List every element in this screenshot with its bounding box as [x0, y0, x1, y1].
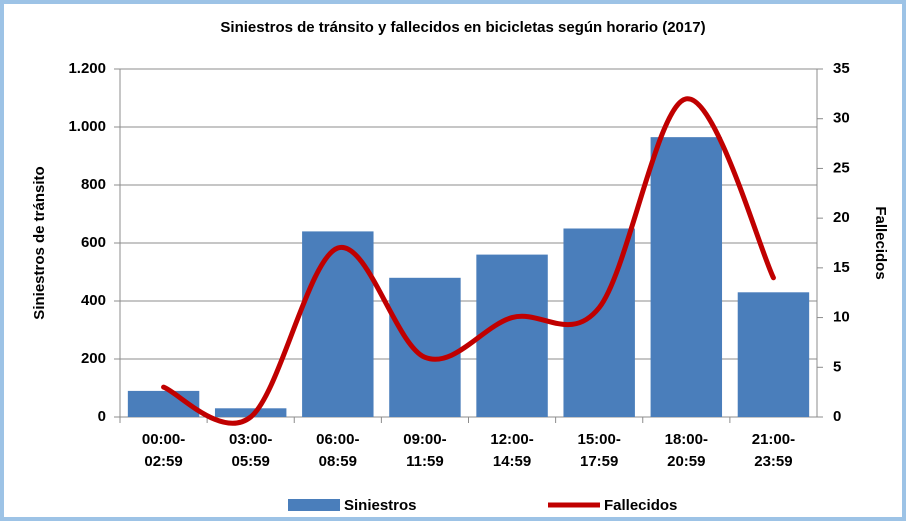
y-tick-label: 400 [81, 292, 106, 309]
x-tick-label: 12:00- 14:59 [490, 431, 534, 470]
x-tick-label: 06:00- 08:59 [316, 431, 360, 470]
x-tick-label: 09:00- 11:59 [403, 431, 447, 470]
bar [650, 137, 723, 417]
y-tick-label: 0 [98, 408, 106, 425]
line [161, 96, 776, 426]
y2-tick-label: 20 [833, 209, 850, 226]
legend-label: Fallecidos [604, 497, 677, 514]
y2-tick-label: 35 [833, 60, 850, 77]
x-tick-label: 03:00- 05:59 [229, 431, 273, 470]
bar [389, 277, 461, 417]
y2-tick-label: 5 [833, 358, 841, 375]
x-tick-label: 15:00- 17:59 [577, 431, 621, 470]
chart-title: Siniestros de tránsito y fallecidos en b… [220, 19, 705, 36]
y-tick-label: 1.200 [68, 60, 106, 77]
bar [214, 408, 287, 417]
y-axis-label: Siniestros de tránsito [31, 166, 48, 319]
bar [302, 231, 374, 417]
y-tick-label: 1.000 [68, 118, 106, 135]
x-tick-label: 00:00- 02:59 [141, 431, 186, 470]
x-tick-label: 18:00- 20:59 [664, 431, 708, 470]
x-tick-label: 21:00- 23:59 [751, 431, 796, 470]
y2-tick-label: 0 [833, 408, 841, 425]
bar [737, 292, 810, 417]
y2-tick-label: 15 [833, 259, 850, 276]
bar [476, 254, 548, 417]
y-tick-label: 800 [81, 176, 106, 193]
y2-tick-label: 10 [833, 309, 850, 326]
y-tick-label: 600 [81, 234, 106, 251]
y2-axis-label: Fallecidos [872, 206, 889, 279]
y2-tick-label: 30 [833, 110, 850, 127]
legend-swatch [288, 499, 340, 511]
y-tick-label: 200 [81, 350, 106, 367]
y2-tick-label: 25 [833, 159, 850, 176]
legend-label: Siniestros [344, 497, 417, 514]
